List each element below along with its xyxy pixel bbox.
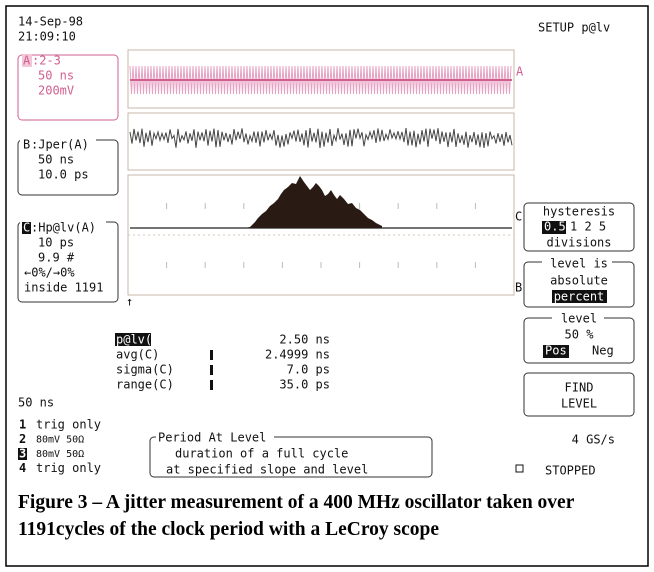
measure-value: 2.4999 ns <box>265 348 330 362</box>
menu-option[interactable]: absolute <box>550 274 608 288</box>
label-gap <box>552 312 604 324</box>
waveform-b <box>129 127 513 148</box>
measure-icon <box>210 365 213 375</box>
menu-title: hysteresis <box>543 205 615 219</box>
sample-rate: 4 GS/s <box>572 433 615 447</box>
menu-option[interactable]: 1 2 5 <box>570 220 606 234</box>
measure-value: 35.0 ps <box>279 378 330 392</box>
channel-setting: 80mV 50Ω <box>36 449 84 460</box>
date: 14-Sep-98 <box>18 15 83 29</box>
timebase: 50 ns <box>18 396 54 410</box>
trace-a-source: :2-3 <box>32 54 61 68</box>
label-gap <box>542 256 612 268</box>
measure-name: range(C) <box>116 378 174 392</box>
trace-c-line: 9.9 # <box>38 251 75 265</box>
trace-a-id-bg <box>22 54 32 67</box>
channel-setting: 80mV 50Ω <box>36 435 84 446</box>
trace-c-id-bg <box>22 222 31 234</box>
status-icon <box>515 464 524 473</box>
trace-b-scale: 10.0 ps <box>38 168 89 182</box>
option-highlight <box>543 345 569 358</box>
measure-name: p@lv(A) <box>116 333 167 347</box>
waveform-a <box>129 65 512 95</box>
info-line: at specified slope and level <box>166 463 368 477</box>
trace-b-name: :Jper(A) <box>31 138 89 152</box>
trigger-arrow: ↑ <box>126 295 133 309</box>
frame <box>5 5 649 567</box>
panel-a <box>127 49 515 109</box>
trace-c-line: 10 ps <box>38 236 74 250</box>
measure-name: avg(C) <box>116 348 159 362</box>
menu-title: level <box>561 312 597 326</box>
channels: 1 trig only 2 80mV 50Ω 3 80mV 50Ω 4 trig only <box>18 418 101 475</box>
menu-option[interactable]: Neg <box>592 344 614 358</box>
trace-a-scale: 200mV <box>38 84 74 98</box>
measure-icon <box>210 380 213 390</box>
menu-option[interactable]: 0.5 <box>544 220 566 234</box>
measure-value: 7.0 ps <box>287 363 330 377</box>
menu-button-text[interactable]: FIND <box>565 381 594 395</box>
channel-setting: trig only <box>36 461 101 475</box>
measure-highlight <box>115 333 151 346</box>
setup-label: SETUP p@lv <box>538 21 610 35</box>
status-state: STOPPED <box>545 464 596 478</box>
label-gap <box>534 205 622 217</box>
label-gap <box>20 220 106 233</box>
label-gap <box>156 432 274 444</box>
waveforms <box>129 65 513 148</box>
histogram <box>245 176 382 228</box>
trace-c-line: inside 1191 <box>24 281 103 295</box>
trace-c-id: C <box>23 221 30 235</box>
trace-marker-b: B <box>515 281 522 295</box>
menu-unit: divisions <box>546 236 611 250</box>
menu-find-level[interactable] <box>523 372 635 417</box>
option-highlight <box>552 290 607 303</box>
info-title: Period At Level <box>158 431 266 445</box>
option-highlight <box>542 221 566 234</box>
label-gap <box>20 138 96 151</box>
panel-b <box>127 112 515 171</box>
measure-value: 2.50 ns <box>279 333 330 347</box>
measure-name: sigma(C) <box>116 363 174 377</box>
channel-setting: trig only <box>36 418 101 432</box>
channel-highlight <box>18 448 27 460</box>
channel-num: 4 <box>19 461 26 475</box>
caption: Figure 3 – A jitter measurement of a 400… <box>18 492 575 540</box>
trace-b-timebase: 50 ns <box>38 153 74 167</box>
channel-num: 3 <box>19 447 26 461</box>
trace-c-line: ←0%/→0% <box>24 266 75 280</box>
info-line: duration of a full cycle <box>175 447 348 461</box>
menu-option[interactable]: Pos <box>545 344 567 358</box>
trace-marker-a: A <box>516 65 524 79</box>
channel-num: 2 <box>19 432 26 446</box>
trace-a-box <box>17 54 119 121</box>
trace-a-id: A <box>23 54 31 68</box>
menu-value: 50 % <box>565 328 595 342</box>
trace-marker-c: C <box>515 210 522 224</box>
menu-button-text[interactable]: LEVEL <box>561 397 597 411</box>
channel-num: 1 <box>19 418 26 432</box>
measure-icon <box>210 350 213 360</box>
measurements: p@lv(A) 2.50 ns avg(C) 2.4999 ns sigma(C) 7.0… <box>116 333 330 392</box>
menu-option[interactable]: percent <box>554 290 605 304</box>
trace-a-timebase: 50 ns <box>38 69 74 83</box>
trace-b-id: B <box>23 138 30 152</box>
trace-c-name: :Hp@lv(A) <box>31 221 96 235</box>
info-box <box>149 436 433 478</box>
time: 21:09:10 <box>18 30 76 44</box>
menu-hysteresis[interactable] <box>523 202 635 252</box>
menu-title: level is <box>550 257 608 271</box>
